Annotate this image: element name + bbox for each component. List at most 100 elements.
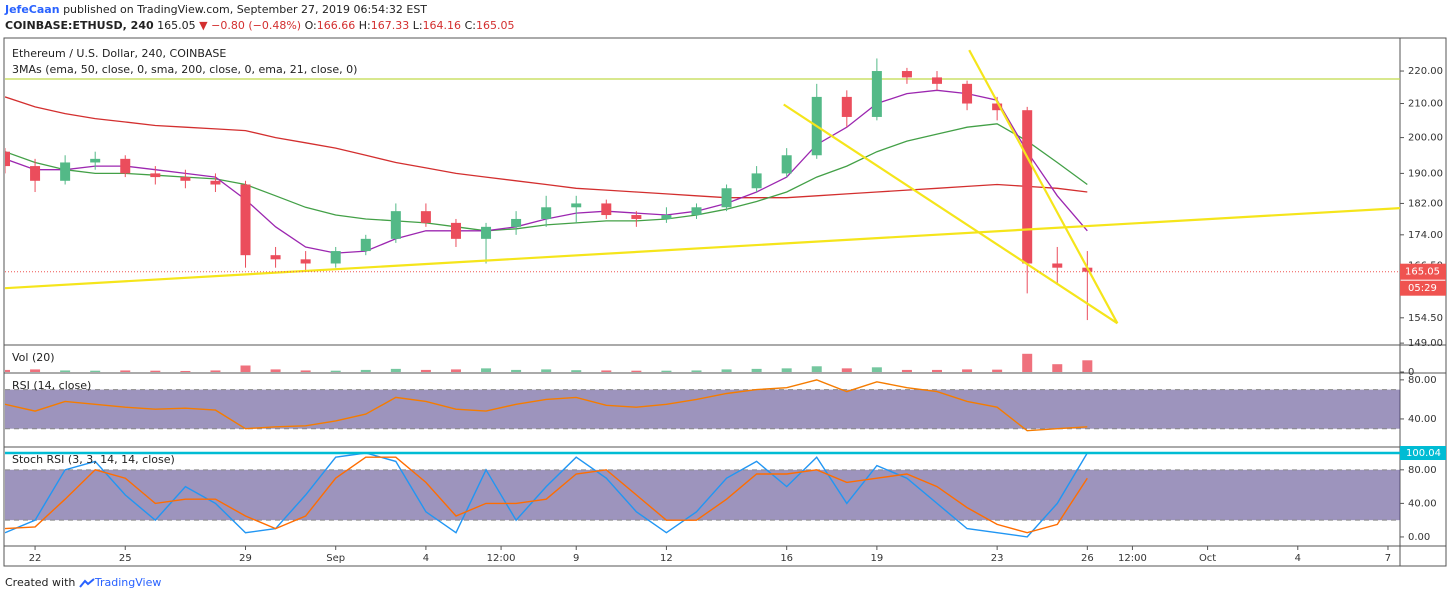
candle-body (511, 218, 522, 227)
volume-bar (60, 370, 71, 372)
candle-body (60, 162, 71, 181)
volume-bar (691, 370, 702, 372)
candle-body (601, 203, 612, 216)
volume-bar (811, 366, 822, 372)
volume-bar (90, 370, 101, 372)
last: 165.05 (157, 19, 196, 32)
candle-body (992, 103, 1003, 111)
ohlc-value: 167.33 (370, 19, 410, 32)
y-tick-label: 80.00 (1408, 465, 1437, 476)
ohlc-label: L: (412, 19, 423, 32)
candle-body (390, 211, 401, 239)
ohlc-value: 164.16 (422, 19, 462, 32)
volume-bar (751, 368, 762, 372)
x-tick-label: Sep (326, 553, 345, 564)
x-tick-label: 25 (119, 553, 132, 564)
volume-bar (932, 369, 943, 372)
volume-bar (180, 370, 191, 372)
volume-bar (450, 369, 461, 372)
candle-body (300, 259, 311, 264)
x-tick-label: 19 (871, 553, 884, 564)
moving-average (5, 89, 1088, 254)
last-value-box (1400, 446, 1446, 461)
panel-subtitle: 3MAs (ema, 50, close, 0, sma, 200, close… (12, 63, 357, 76)
volume-bar (871, 367, 882, 372)
author[interactable]: JefeCaan (5, 3, 60, 16)
panel (5, 379, 1400, 432)
volume-bar (1052, 364, 1063, 372)
header-row: COINBASE:ETHUSD, 240 165.05 ▼ −0.80 (−0.… (5, 18, 514, 34)
x-tick-label: 9 (573, 553, 579, 564)
y-tick-label: 0.00 (1408, 532, 1430, 543)
volume-bar (721, 369, 732, 372)
ohlc-label: H: (358, 19, 371, 32)
y-tick-label: 174.00 (1408, 230, 1443, 241)
header: JefeCaan published on TradingView.com, S… (5, 2, 514, 34)
candle-body (30, 166, 41, 181)
panel-title: RSI (14, close) (12, 379, 91, 392)
ohlc-label: O: (304, 19, 317, 32)
candle-body (781, 155, 792, 174)
footer: Created with TradingView (5, 576, 161, 589)
panel (5, 353, 1093, 372)
candle-body (721, 188, 732, 208)
y-tick-label: 40.00 (1408, 414, 1437, 425)
brand[interactable]: TradingView (94, 576, 162, 589)
y-tick-label: 80.00 (1408, 375, 1437, 386)
volume-bar (150, 370, 161, 372)
volume-bar (210, 370, 221, 372)
candle-body (962, 83, 973, 104)
candle-body (330, 251, 341, 264)
band (5, 389, 1400, 429)
volume-bar (661, 370, 672, 372)
candle-body (901, 71, 912, 78)
indicator-line (5, 379, 1088, 432)
volume-bar (511, 369, 522, 372)
countdown-box (1400, 280, 1446, 296)
trendline (968, 49, 1119, 324)
candle-body (180, 177, 191, 181)
published: published on TradingView.com, September … (63, 3, 428, 16)
volume-bar (30, 369, 41, 372)
x-tick-label: 12:00 (487, 553, 516, 564)
x-tick-label: 7 (1385, 553, 1391, 564)
volume-bar (420, 369, 431, 372)
y-tick-label: 40.00 (1408, 498, 1437, 509)
candle-body (90, 158, 101, 163)
last-value-label: 100.04 (1406, 448, 1441, 459)
panel (5, 452, 1400, 538)
panel-title: Vol (20) (12, 351, 55, 364)
volume-bar (270, 369, 281, 372)
candle-body (571, 203, 582, 208)
arrow: ▼ (199, 19, 208, 32)
created: Created with (5, 576, 76, 589)
volume-bar (962, 369, 973, 372)
candle-body (240, 184, 251, 256)
y-tick-label: 149.00 (1408, 338, 1443, 349)
volume-bar (330, 370, 341, 372)
candle-body (661, 215, 672, 219)
x-tick-label: 29 (239, 553, 252, 564)
change: −0.80 (−0.48%) (211, 19, 302, 32)
candle-body (541, 207, 552, 219)
y-tick-label: 220.00 (1408, 66, 1443, 77)
trendline (783, 103, 1119, 325)
indicator-line (5, 456, 1088, 534)
frame (3, 37, 1447, 567)
candle-body (932, 77, 943, 84)
volume-bar (541, 369, 552, 372)
y-tick-label: 154.50 (1408, 313, 1443, 324)
candle-body (5, 151, 10, 167)
band (5, 469, 1400, 521)
x-tick-label: 12:00 (1118, 553, 1147, 564)
volume-bar (781, 368, 792, 372)
x-tick-label: 16 (780, 553, 793, 564)
trendline (5, 207, 1400, 290)
volume-bar (992, 369, 1003, 372)
volume-bar (631, 370, 642, 372)
volume-bar (1082, 360, 1093, 372)
candle-body (120, 158, 131, 174)
y-tick-label: 190.00 (1408, 168, 1443, 179)
candle-body (210, 180, 221, 185)
